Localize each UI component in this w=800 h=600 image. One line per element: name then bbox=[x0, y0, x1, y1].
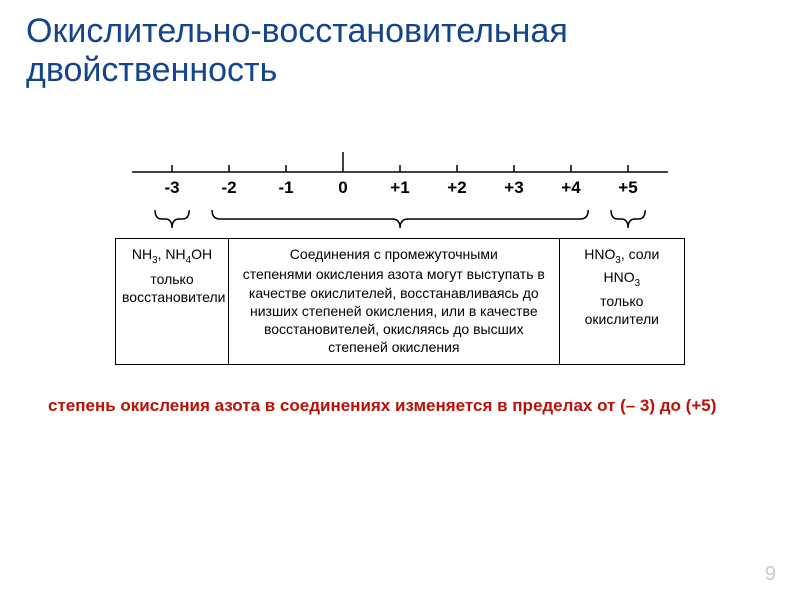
footnote-text: степень окисления азота в соединениях из… bbox=[0, 365, 800, 418]
tick-label: 0 bbox=[338, 178, 347, 198]
info-box-body: только восстановители bbox=[122, 271, 225, 305]
info-box: NH3, NH4OH только восстановители bbox=[115, 238, 229, 365]
boxes-row: NH3, NH4OHтолько восстановителиСоединени… bbox=[115, 238, 685, 365]
number-line bbox=[115, 152, 685, 176]
tick-label: +3 bbox=[504, 178, 523, 198]
brace bbox=[605, 206, 651, 236]
brace bbox=[149, 206, 195, 236]
info-box: HNO3, соли HNO3только окислители bbox=[560, 238, 685, 365]
tick-label: -2 bbox=[221, 178, 236, 198]
page-number: 9 bbox=[765, 563, 776, 586]
tick-label: -1 bbox=[278, 178, 293, 198]
oxidation-diagram: -3 -2 -1 0 +1 +2 +3 +4 +5 NH3, NH4OH только восст… bbox=[115, 152, 685, 365]
tick-label: -3 bbox=[164, 178, 179, 198]
tick-label: +5 bbox=[618, 178, 637, 198]
page-title: Окислительно-восстановительная двойствен… bbox=[0, 0, 800, 94]
brace bbox=[206, 206, 594, 236]
tick-label: +2 bbox=[447, 178, 466, 198]
tick-label: +1 bbox=[390, 178, 409, 198]
tick-labels-row: -3 -2 -1 0 +1 +2 +3 +4 +5 bbox=[115, 178, 685, 206]
tick-label: +4 bbox=[561, 178, 580, 198]
info-box-header: NH3, NH4OH bbox=[122, 245, 222, 268]
info-box-body: степенями окисления азота могут выступат… bbox=[243, 266, 545, 355]
info-box: Соединения с промежуточными степенями оки… bbox=[229, 238, 560, 365]
braces-row bbox=[115, 206, 685, 238]
info-box-body: только окислители bbox=[585, 293, 659, 327]
info-box-header: HNO3, соли HNO3 bbox=[566, 245, 678, 290]
number-line-svg bbox=[115, 152, 685, 176]
info-box-header: Соединения с промежуточными bbox=[235, 245, 553, 263]
